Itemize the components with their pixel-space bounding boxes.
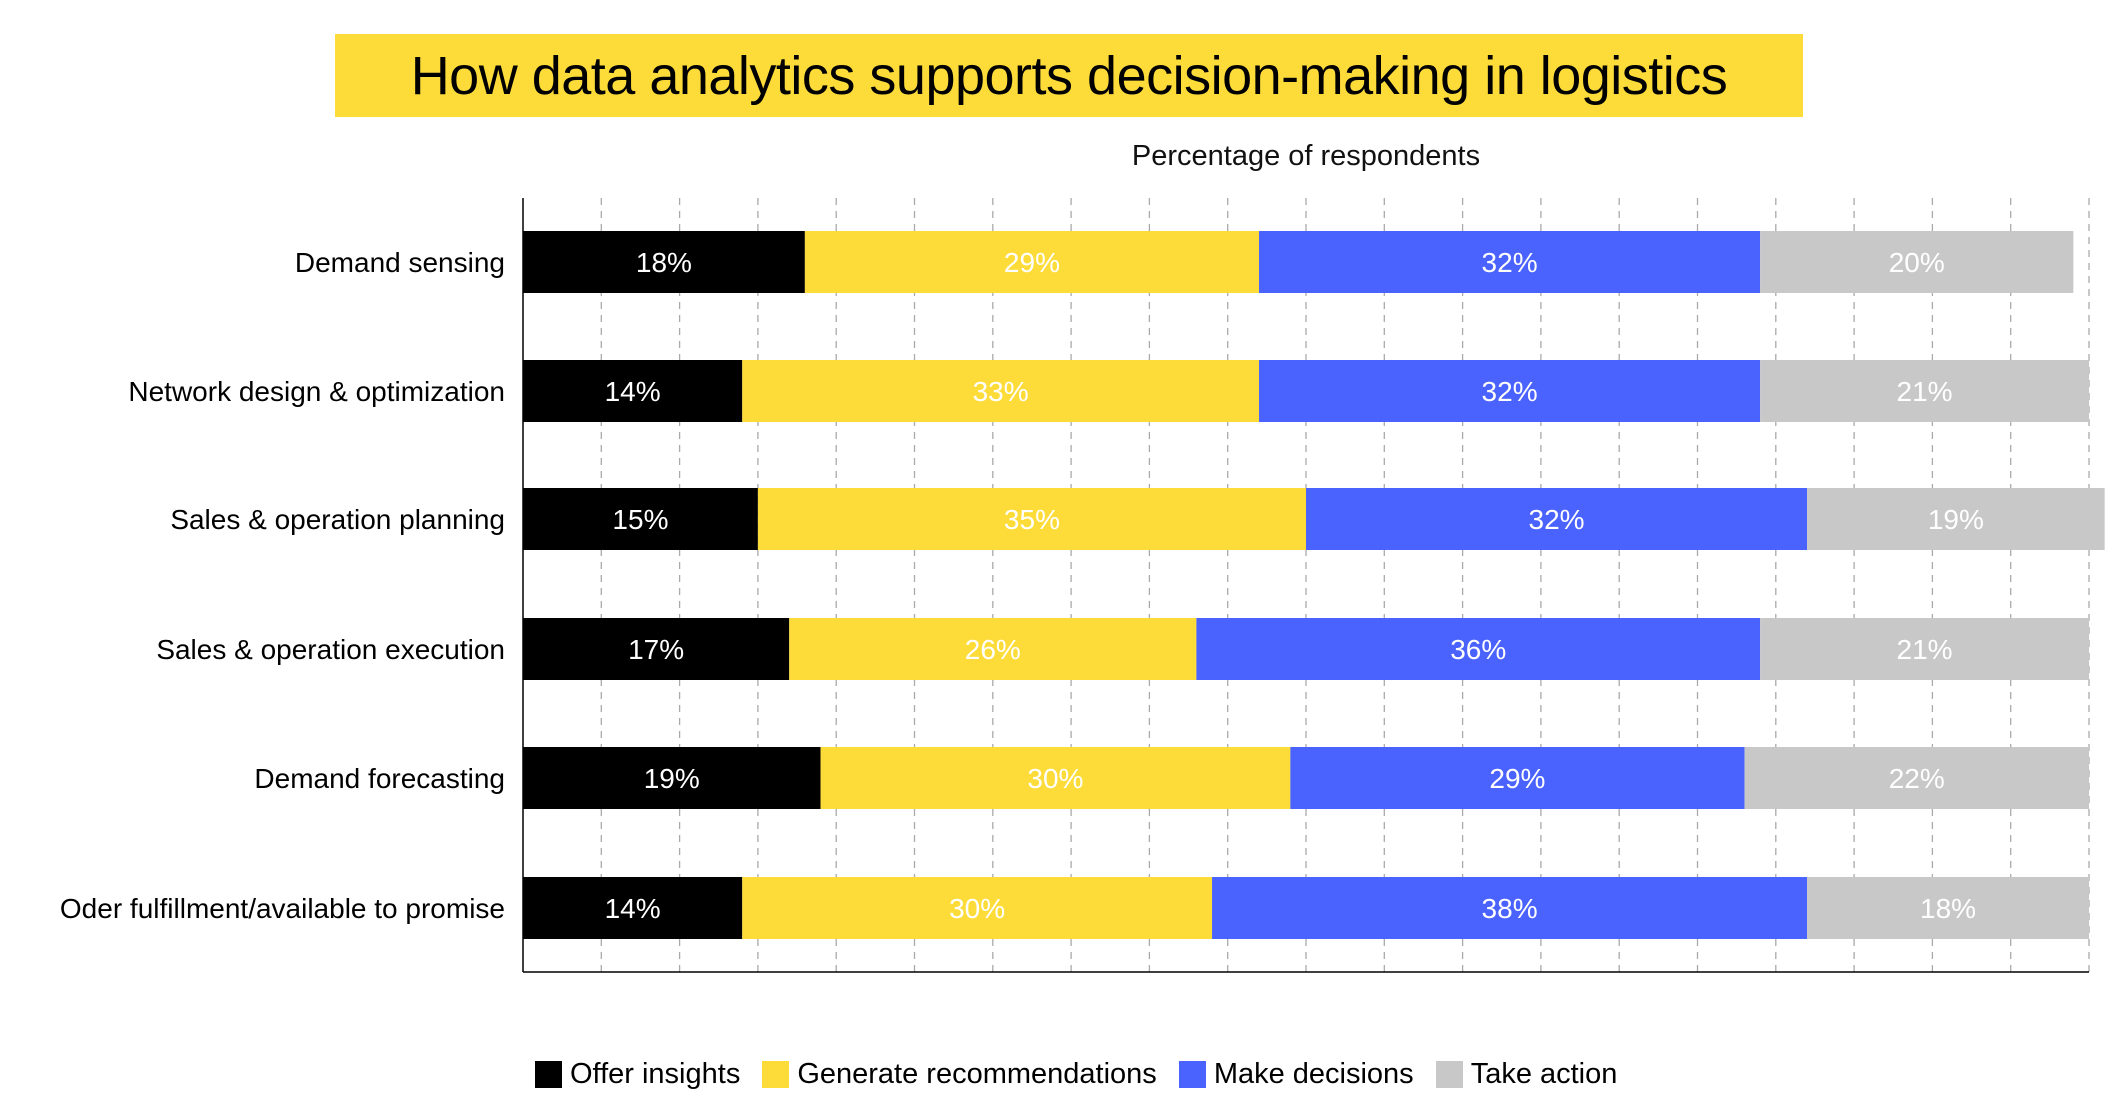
data-label: 32% <box>1482 247 1538 278</box>
data-label: 19% <box>644 763 700 794</box>
legend-label: Take action <box>1470 1058 1618 1090</box>
data-label: 18% <box>1920 893 1976 924</box>
legend-swatch <box>762 1061 790 1088</box>
data-label: 29% <box>1004 247 1060 278</box>
bar-segment <box>742 877 1213 939</box>
bar-segment <box>1807 877 2089 939</box>
legend-label: Generate recommendations <box>797 1058 1157 1090</box>
legend-label: Offer insights <box>570 1058 741 1090</box>
data-label: 26% <box>965 634 1021 665</box>
bar-segment <box>1212 877 1808 939</box>
bar-segment <box>523 488 758 550</box>
bar-segment <box>1760 618 2089 680</box>
chart-subtitle: Percentage of respondents <box>1131 140 1481 172</box>
category-label: Demand sensing <box>295 247 505 278</box>
legend-item: Take action <box>1435 1058 1618 1091</box>
data-label: 35% <box>1004 504 1060 535</box>
bar-segment <box>523 747 821 809</box>
bar-segment <box>1760 360 2089 422</box>
bar-segment <box>742 360 1260 422</box>
bar-segment <box>523 877 743 939</box>
data-label: 38% <box>1482 893 1538 924</box>
bar-segment <box>1196 618 1761 680</box>
bar-segment <box>523 231 805 293</box>
legend-item: Generate recommendations <box>762 1058 1157 1091</box>
bar-segment <box>523 618 790 680</box>
data-label: 18% <box>636 247 692 278</box>
data-label: 14% <box>605 376 661 407</box>
bar-segment <box>789 618 1197 680</box>
legend-item: Make decisions <box>1178 1058 1414 1091</box>
category-label: Demand forecasting <box>254 763 505 794</box>
data-label: 21% <box>1897 376 1953 407</box>
data-label: 20% <box>1889 247 1945 278</box>
bar-segment <box>1807 488 2105 550</box>
legend-swatch <box>1435 1061 1463 1088</box>
chart-title: How data analytics supports decision-mak… <box>410 45 1728 106</box>
data-label: 36% <box>1450 634 1506 665</box>
category-label: Oder fulfillment/available to promise <box>60 893 505 924</box>
bar-segment <box>1760 231 2074 293</box>
category-label: Sales & operation execution <box>156 634 505 665</box>
data-label: 17% <box>628 634 684 665</box>
data-label: 33% <box>973 376 1029 407</box>
bar-segment <box>1259 360 1761 422</box>
data-label: 29% <box>1489 763 1545 794</box>
bar-segment <box>804 231 1260 293</box>
legend-item: Offer insights <box>535 1058 740 1091</box>
data-label: 32% <box>1482 376 1538 407</box>
bar-segment <box>1290 747 1745 809</box>
bar-segment <box>757 488 1306 550</box>
data-label: 30% <box>949 893 1005 924</box>
data-label: 30% <box>1027 763 1083 794</box>
data-label: 14% <box>605 893 661 924</box>
bar-segment <box>1259 231 1761 293</box>
category-label: Sales & operation planning <box>170 504 505 535</box>
legend-swatch <box>1178 1061 1206 1088</box>
data-label: 22% <box>1889 763 1945 794</box>
bar-segment <box>1744 747 2089 809</box>
data-label: 15% <box>612 504 668 535</box>
bar-segment <box>1306 488 1808 550</box>
category-label: Network design & optimization <box>128 376 505 407</box>
bar-segment <box>820 747 1291 809</box>
bar-segment <box>523 360 743 422</box>
chart-title-box: How data analytics supports decision-mak… <box>335 34 1803 117</box>
legend-label: Make decisions <box>1213 1058 1414 1090</box>
legend-swatch <box>535 1061 562 1088</box>
legend: Offer insights Generate recommendations Ma… <box>535 1058 1617 1091</box>
data-label: 32% <box>1529 504 1585 535</box>
data-label: 21% <box>1897 634 1953 665</box>
data-label: 19% <box>1928 504 1984 535</box>
